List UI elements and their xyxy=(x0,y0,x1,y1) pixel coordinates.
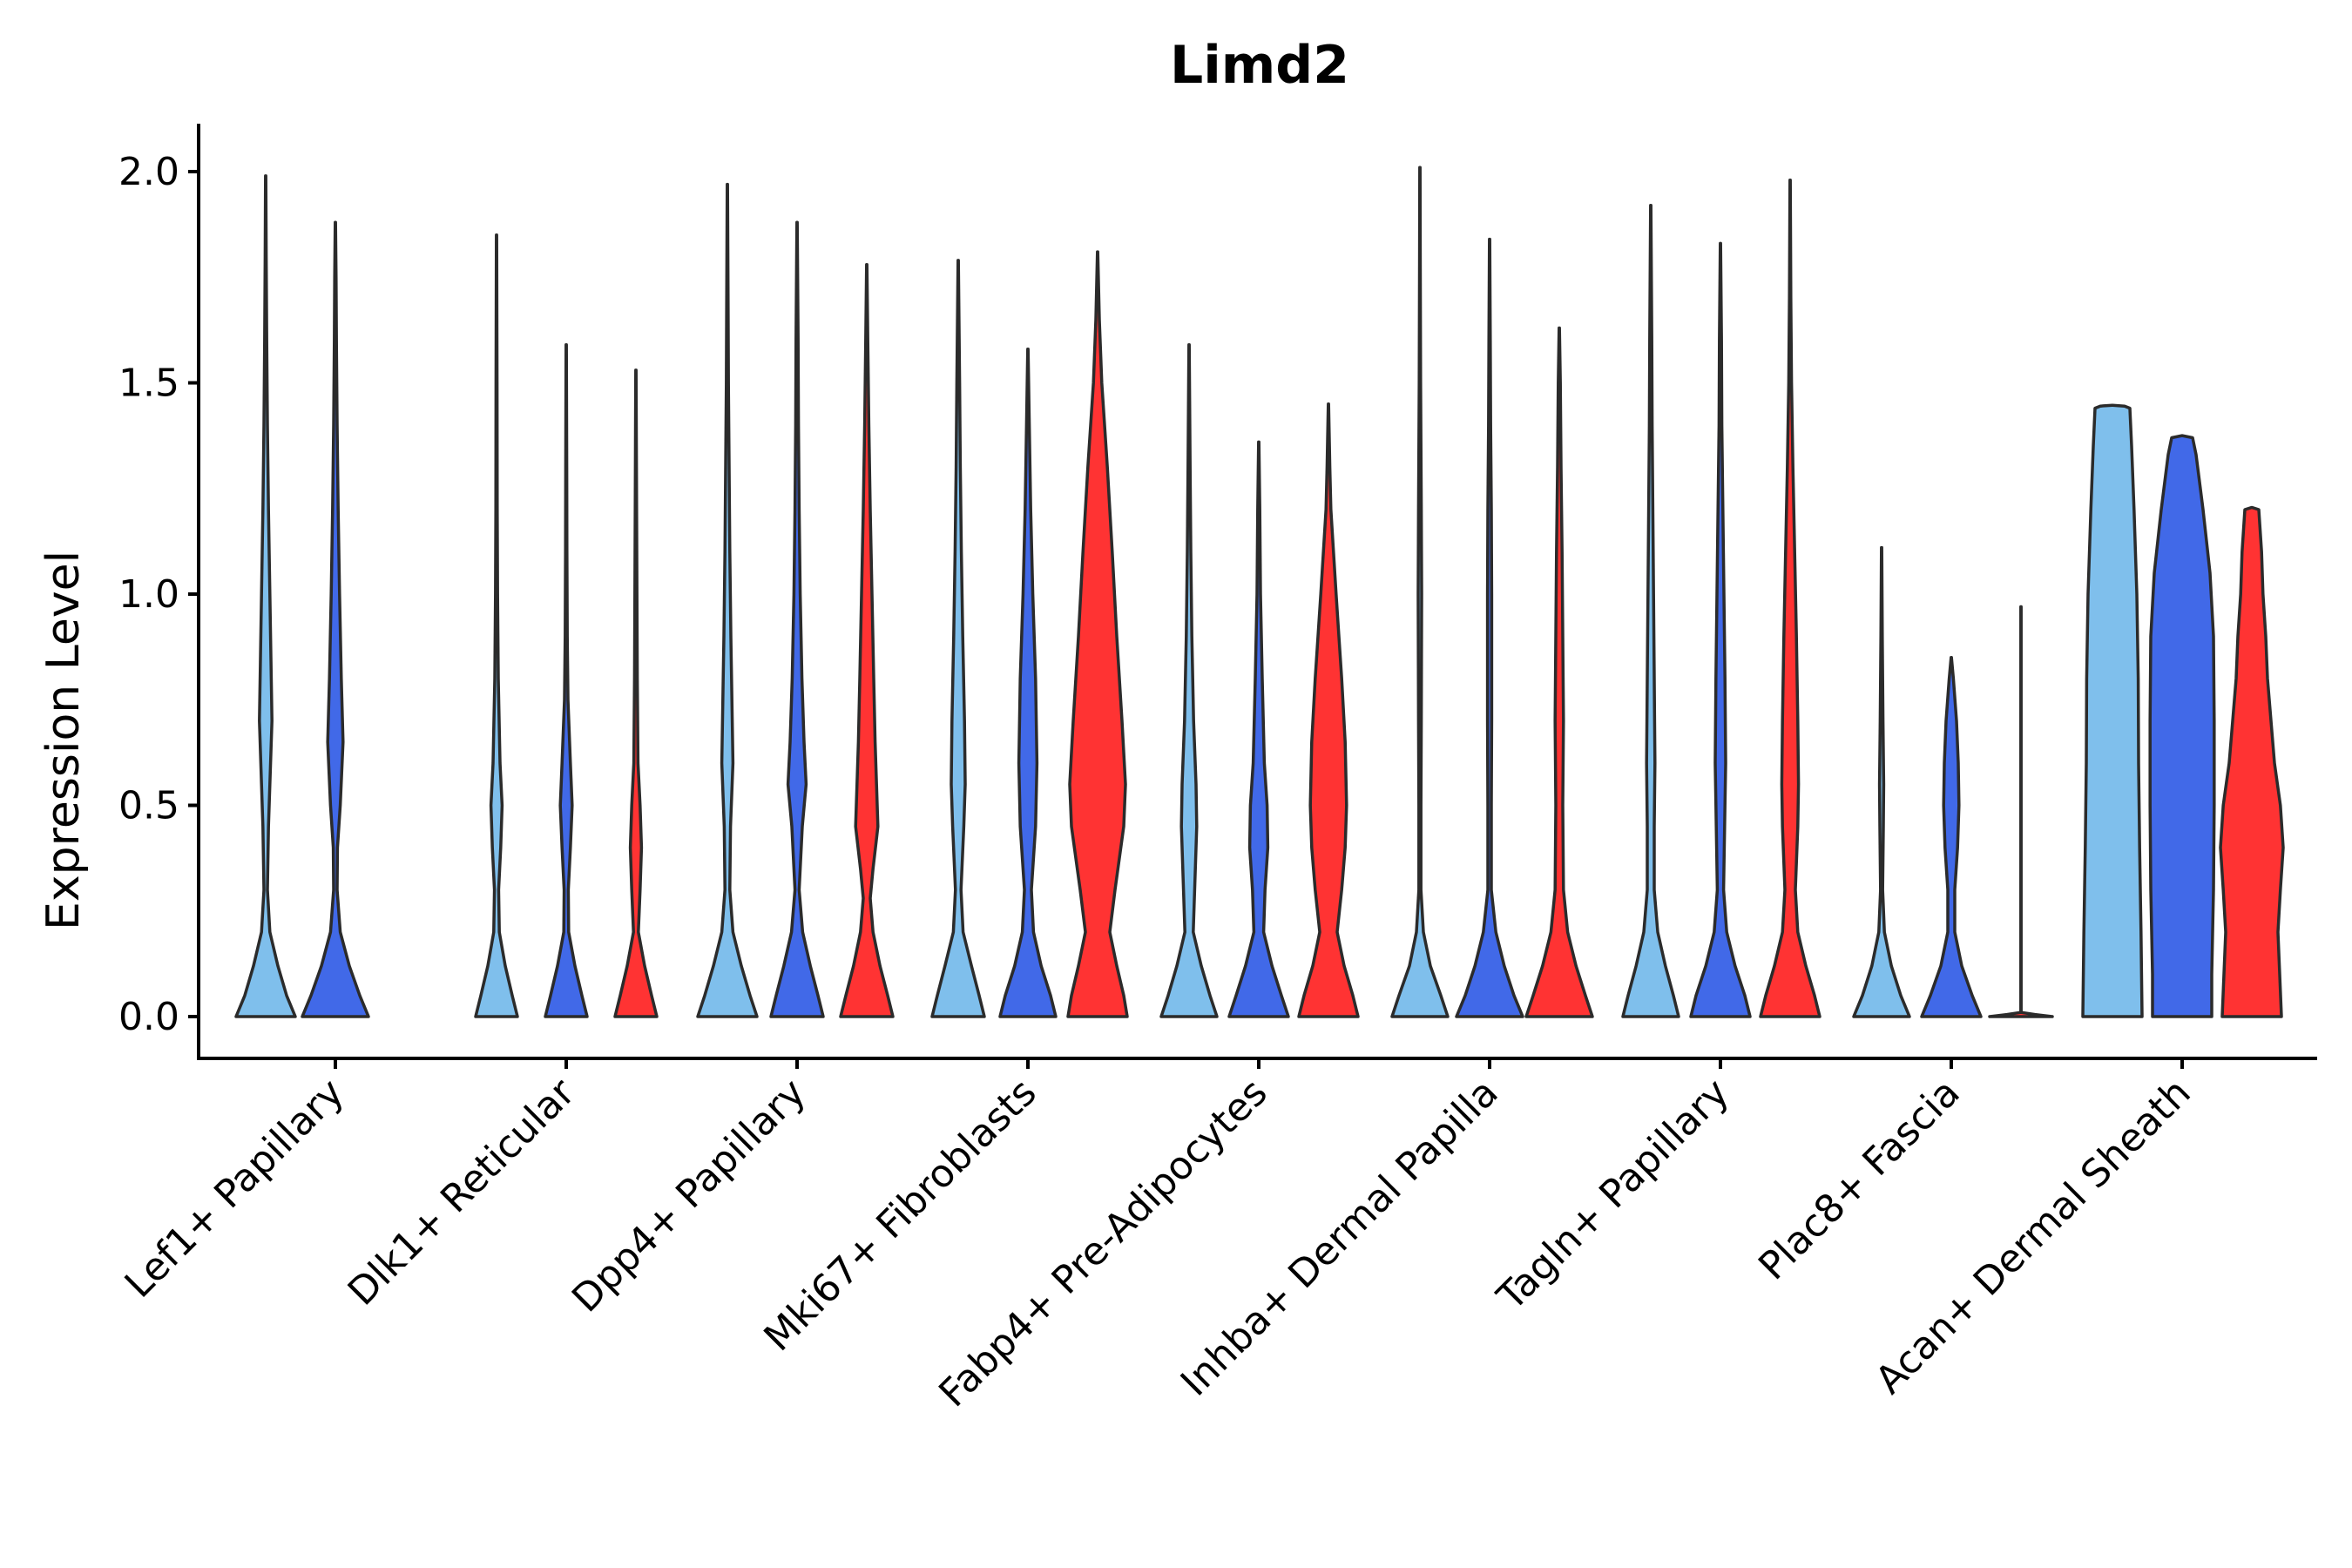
y-ticks: 0.0 0.5 1.0 1.5 2.0 xyxy=(118,150,199,1039)
violin-4-2 xyxy=(1297,402,1360,1018)
violin-2-1 xyxy=(769,220,825,1018)
violin-6-1 xyxy=(1689,241,1752,1018)
y-tick-label: 1.0 xyxy=(118,572,179,617)
violin-3-1 xyxy=(998,347,1058,1018)
violin-1-2 xyxy=(613,368,659,1018)
violin-8-0 xyxy=(2081,403,2144,1018)
x-tick-label: Tagln+ Papillary xyxy=(1489,1071,1738,1320)
x-tick-label: Dpp4+ Papillary xyxy=(564,1071,814,1321)
y-tick-label: 0.0 xyxy=(118,995,179,1039)
violin-8-1 xyxy=(2148,434,2216,1018)
violin-8-2 xyxy=(2219,505,2285,1018)
x-tick-label: Plac8+ Fascia xyxy=(1750,1071,1969,1289)
chart-title: Limd2 xyxy=(1170,35,1349,96)
y-tick-label: 1.5 xyxy=(118,362,179,406)
violin-0-0 xyxy=(234,174,297,1018)
violin-5-2 xyxy=(1524,326,1594,1018)
violin-7-2 xyxy=(1988,605,2054,1018)
violin-7-1 xyxy=(1920,656,1983,1018)
y-tick-label: 0.5 xyxy=(118,784,179,828)
violin-6-2 xyxy=(1759,178,1821,1018)
violin-1-1 xyxy=(544,343,589,1018)
violin-3-2 xyxy=(1066,250,1129,1018)
violin-1-0 xyxy=(474,233,519,1018)
y-axis-label: Expression Level xyxy=(37,551,90,930)
violin-4-1 xyxy=(1227,440,1290,1018)
x-tick-label: Lef1+ Papillary xyxy=(117,1071,353,1307)
y-tick-label: 2.0 xyxy=(118,150,179,194)
violin-2-2 xyxy=(839,262,895,1018)
violin-6-0 xyxy=(1621,204,1680,1018)
violin-5-0 xyxy=(1390,166,1450,1018)
violin-5-1 xyxy=(1455,237,1524,1018)
violin-4-0 xyxy=(1159,343,1219,1018)
violin-0-1 xyxy=(301,220,370,1018)
violin-3-0 xyxy=(930,259,986,1018)
violins-layer xyxy=(234,166,2285,1018)
x-tick-label: Dlk1+ Reticular xyxy=(340,1070,585,1315)
violin-2-0 xyxy=(696,182,759,1018)
violin-7-0 xyxy=(1852,545,1911,1018)
